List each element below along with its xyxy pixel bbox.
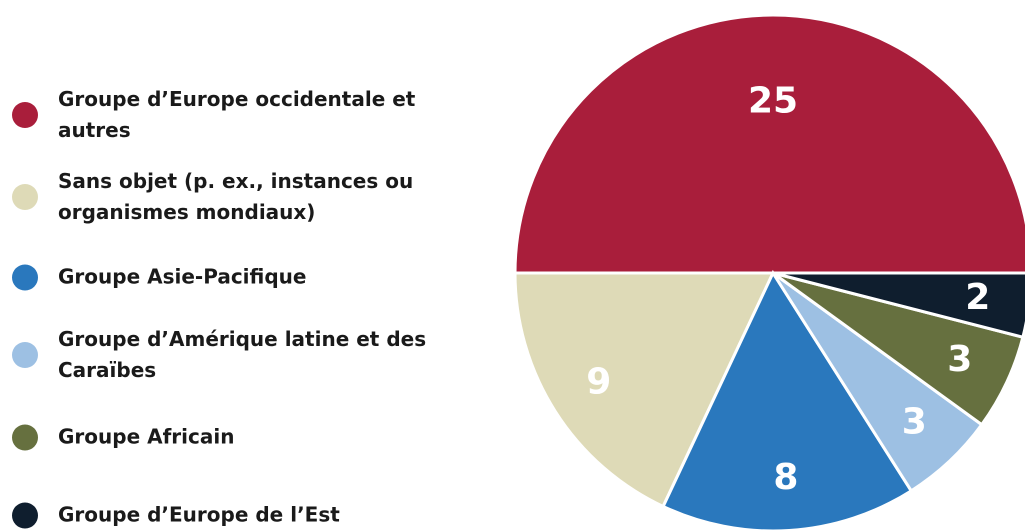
pie-slice xyxy=(661,269,914,531)
legend-label: Sans objet (p. ex., instances ou organis… xyxy=(58,169,414,224)
pie-slice xyxy=(772,271,1025,339)
legend-swatch xyxy=(12,184,38,210)
slice-label: 9 xyxy=(586,362,611,403)
legend-item: Groupe d’Europe de l’Est xyxy=(12,500,443,531)
pie-slice xyxy=(513,13,1025,275)
legend-item: Sans objet (p. ex., instances ou organis… xyxy=(12,166,443,228)
legend-item: Groupe d’Amérique latine et des Caraïbes xyxy=(12,324,443,386)
slice-label: 3 xyxy=(947,339,972,380)
legend-swatch xyxy=(12,502,38,528)
slice-label: 8 xyxy=(773,457,798,498)
slice-label: 25 xyxy=(748,81,798,122)
slice-label: 2 xyxy=(965,277,990,318)
legend-label: Groupe d’Amérique latine et des Caraïbes xyxy=(58,327,427,382)
legend-swatch xyxy=(12,264,38,290)
pie-slice xyxy=(513,271,776,509)
legend-swatch xyxy=(12,102,38,128)
legend-item: Groupe Africain xyxy=(12,422,443,453)
legend-label: Groupe d’Europe occidentale et autres xyxy=(58,87,416,142)
legend-label: Groupe Asie-Pacifique xyxy=(58,264,307,289)
slice-label: 3 xyxy=(902,401,927,442)
legend-label: Groupe d’Europe de l’Est xyxy=(58,502,340,527)
legend-swatch xyxy=(12,424,38,450)
legend-label: Groupe Africain xyxy=(58,424,235,449)
legend-item: Groupe Asie-Pacifique xyxy=(12,262,443,293)
legend-swatch xyxy=(12,342,38,368)
legend-item: Groupe d’Europe occidentale et autres xyxy=(12,84,443,146)
